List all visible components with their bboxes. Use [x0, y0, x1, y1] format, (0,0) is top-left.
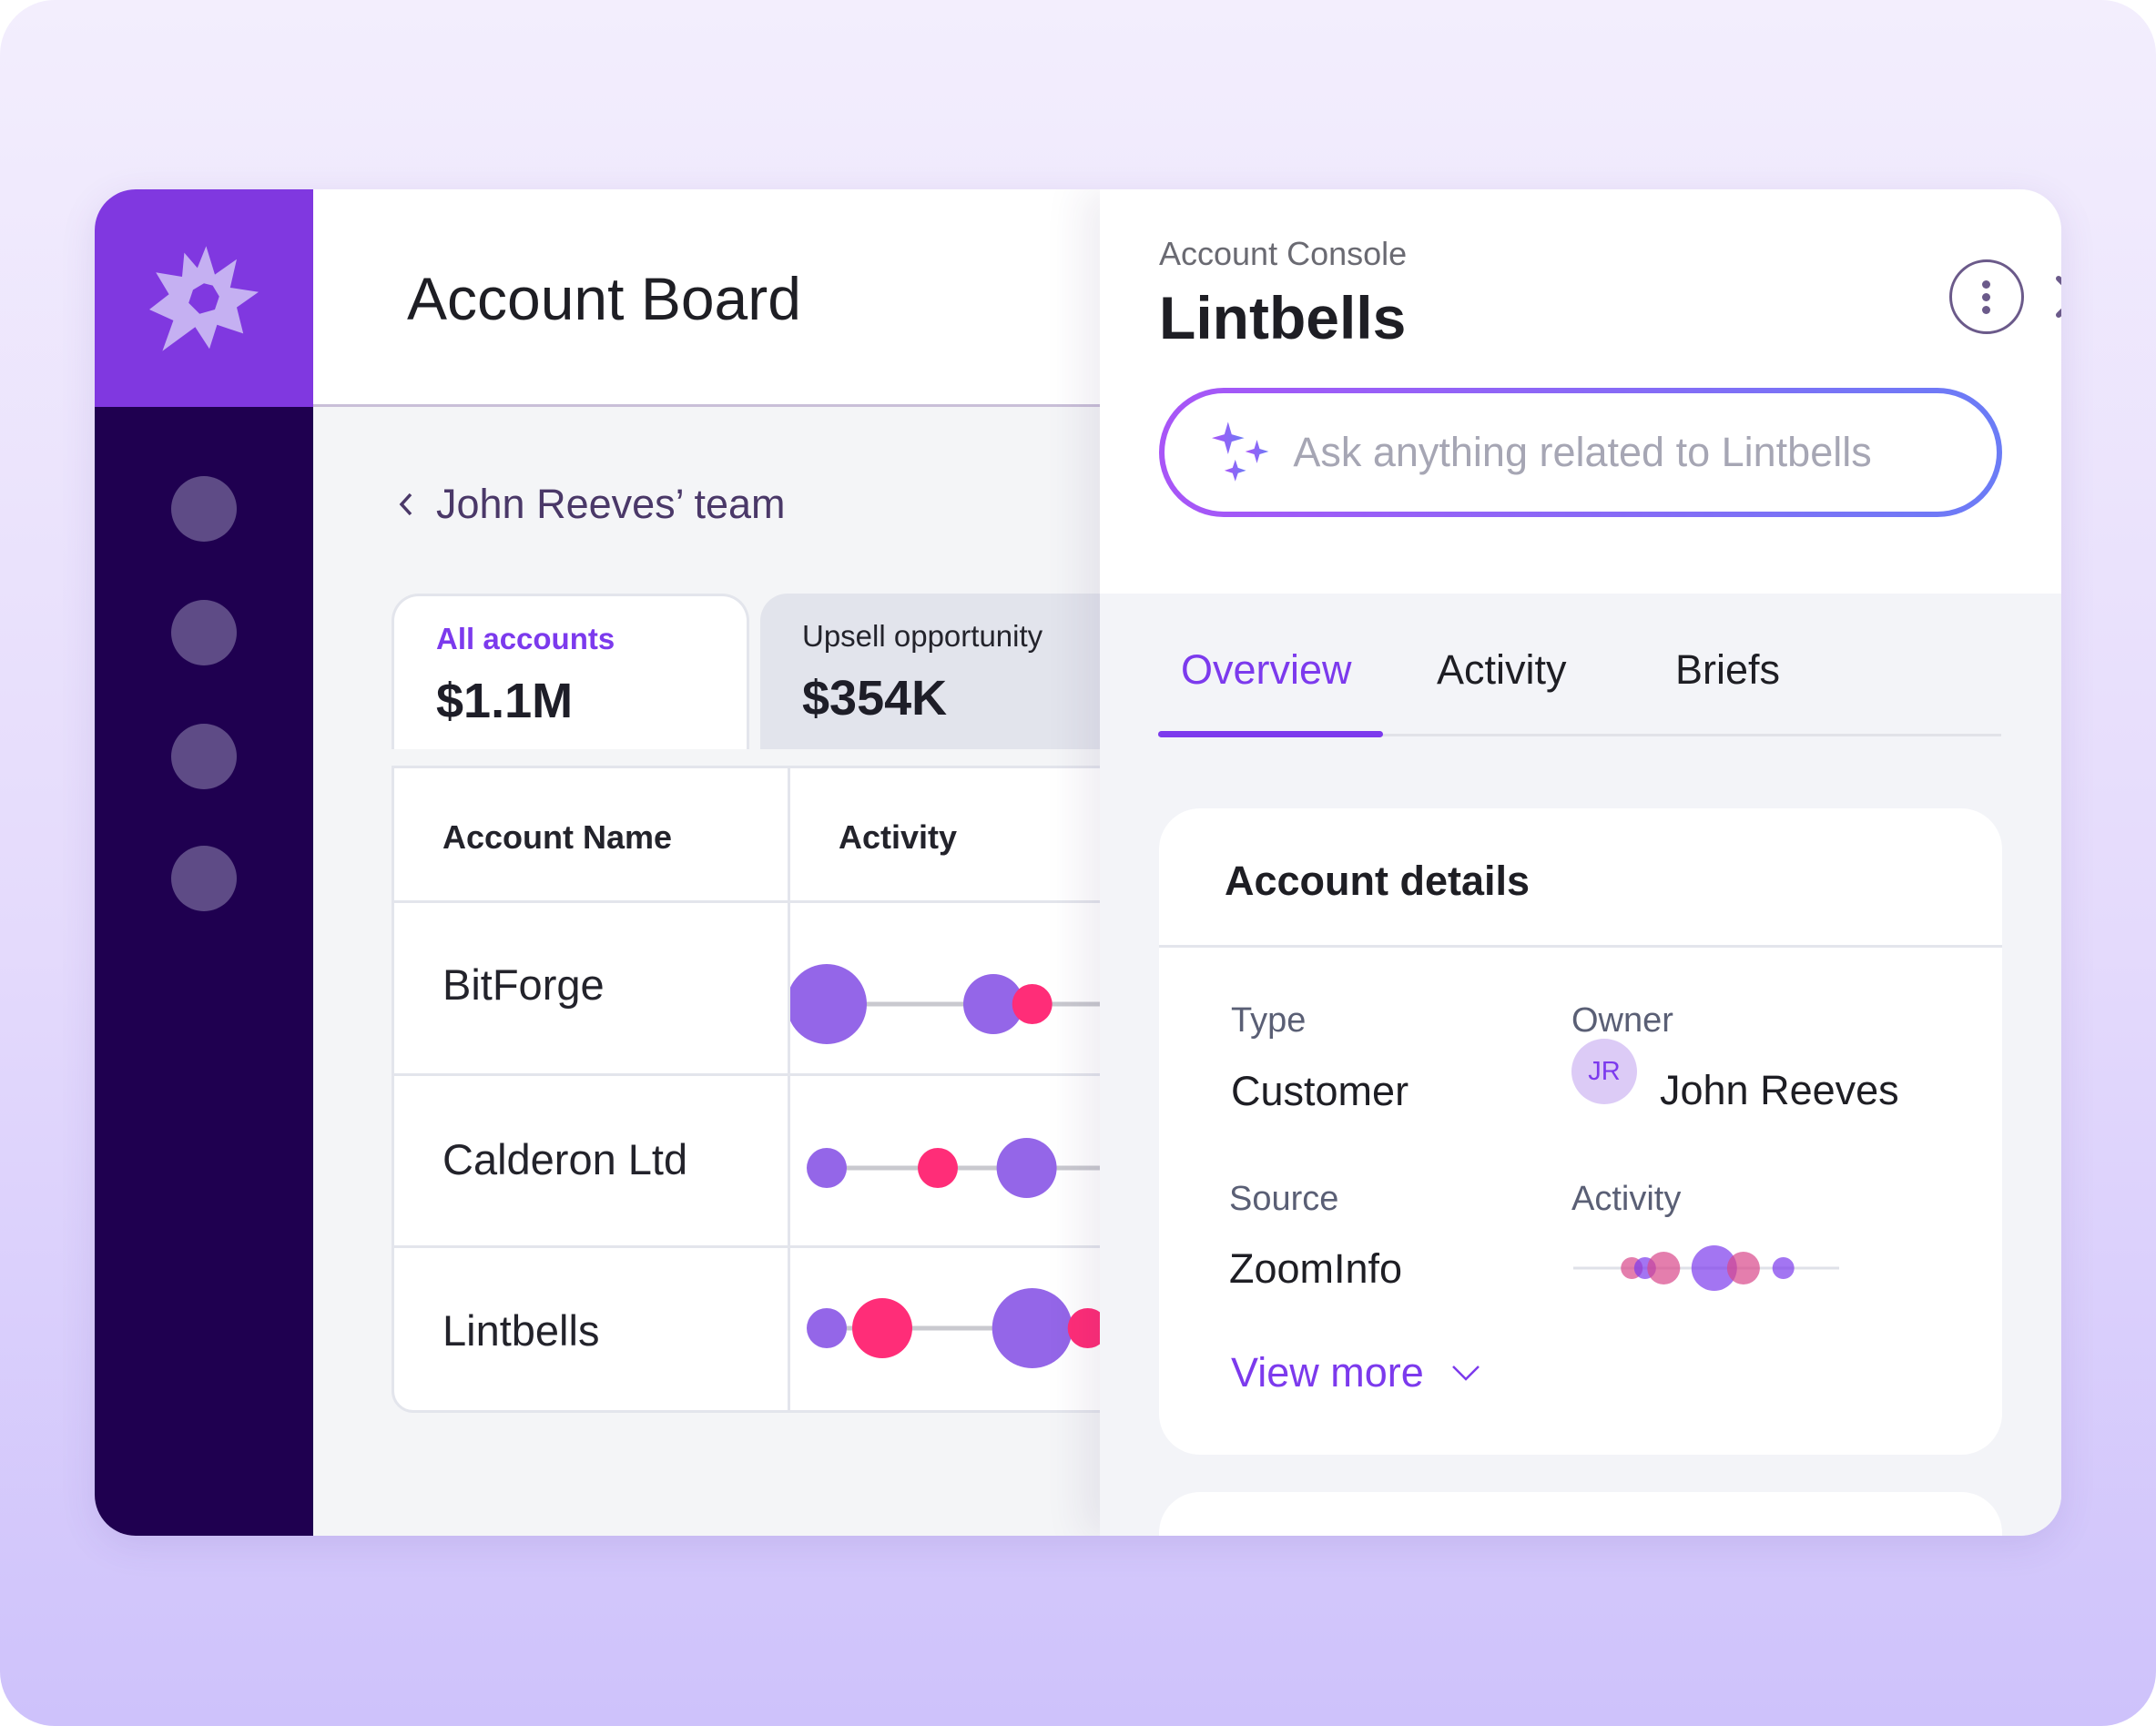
secondary-card [1159, 1492, 2002, 1536]
more-vertical-icon [1982, 280, 1990, 289]
active-tab-indicator [1158, 731, 1383, 737]
activity-bubble [1772, 1257, 1795, 1279]
app-window: Account Board John Reeves’ team All acco… [95, 189, 2061, 1536]
source-label: Source [1229, 1180, 1339, 1218]
tab-briefs[interactable]: Briefs [1675, 646, 1781, 693]
account-console-panel: Account Console Lintbells Overview [1100, 189, 2061, 1536]
card-title: Account details [1225, 858, 1531, 904]
breadcrumb[interactable]: John Reeves’ team [398, 481, 786, 528]
activity-label: Activity [1571, 1180, 1682, 1218]
ask-input-field[interactable] [1293, 429, 1997, 476]
activity-bubble [1067, 1308, 1108, 1348]
kpi-value: $354K [802, 671, 948, 726]
column-header-activity[interactable]: Activity [839, 818, 958, 856]
sidebar-brand [95, 189, 313, 407]
activity-bubble [852, 1298, 912, 1358]
table-row-name[interactable]: Calderon Ltd [442, 1135, 688, 1183]
activity-bubble [963, 974, 1023, 1034]
sidebar-item-2[interactable] [171, 600, 237, 665]
row-divider [394, 1073, 1208, 1076]
sidebar [95, 407, 313, 1536]
table-row-name[interactable]: BitForge [442, 960, 605, 1009]
owner-name[interactable]: John Reeves [1660, 1067, 1899, 1113]
table-row-name[interactable]: Lintbells [442, 1306, 600, 1355]
more-vertical-icon [1982, 293, 1990, 301]
more-options-button[interactable] [1949, 259, 2024, 334]
kpi-value: $1.1M [436, 674, 574, 728]
more-vertical-icon [1982, 306, 1990, 314]
sidebar-item-4[interactable] [171, 846, 237, 911]
chevron-left-icon [399, 492, 412, 516]
activity-bubble [807, 1308, 847, 1348]
activity-sparkline [1573, 1245, 1839, 1291]
logo-icon [149, 246, 259, 351]
page-title: Account Board [407, 265, 801, 332]
activity-bubble [790, 964, 867, 1044]
panel-title: Lintbells [1159, 284, 1407, 351]
kpi-label: All accounts [436, 622, 615, 655]
tab-overview[interactable]: Overview [1181, 646, 1352, 693]
sparkle-icon [1211, 421, 1269, 482]
ask-ai-input[interactable] [1159, 388, 2002, 517]
chevron-down-icon [1451, 1366, 1480, 1381]
panel-caption: Account Console [1159, 235, 1408, 272]
close-icon[interactable] [2053, 273, 2061, 320]
tab-bar-divider [1158, 734, 2001, 736]
divider [1159, 945, 2002, 948]
kpi-label: Upsell opportunity [802, 619, 1043, 653]
activity-bubble [1691, 1245, 1737, 1291]
activity-bubble [996, 1138, 1057, 1198]
type-value: Customer [1231, 1068, 1409, 1114]
accounts-table: Account Name Activity BitForge Calderon … [392, 766, 1218, 1413]
type-label: Type [1231, 1001, 1307, 1040]
activity-bubble [1647, 1252, 1681, 1284]
view-more-button[interactable]: View more [1231, 1349, 1480, 1396]
activity-bubble [1012, 984, 1053, 1024]
view-more-label: View more [1231, 1349, 1424, 1396]
activity-bubble [807, 1148, 847, 1188]
breadcrumb-label: John Reeves’ team [436, 481, 786, 527]
activity-bubble [918, 1148, 958, 1188]
column-divider [788, 768, 790, 1410]
sidebar-item-1[interactable] [171, 476, 237, 542]
column-header-account-name[interactable]: Account Name [442, 818, 673, 856]
panel-header: Account Console Lintbells [1100, 189, 2061, 594]
row-divider [394, 1245, 1208, 1248]
activity-bubble [1726, 1252, 1760, 1284]
sidebar-item-3[interactable] [171, 724, 237, 789]
owner-label: Owner [1571, 1001, 1673, 1040]
kpi-tab-upsell[interactable]: Upsell opportunity $354K [760, 594, 1124, 749]
account-details-card: Account details Type Customer Owner JR J… [1159, 808, 2002, 1455]
tab-activity[interactable]: Activity [1437, 646, 1567, 693]
kpi-tab-all-accounts[interactable]: All accounts $1.1M [392, 594, 749, 749]
avatar: JR [1571, 1039, 1637, 1104]
source-value: ZoomInfo [1229, 1245, 1403, 1292]
board-header: Account Board [313, 189, 1105, 407]
activity-bubble [992, 1288, 1073, 1368]
row-divider [394, 900, 1208, 903]
